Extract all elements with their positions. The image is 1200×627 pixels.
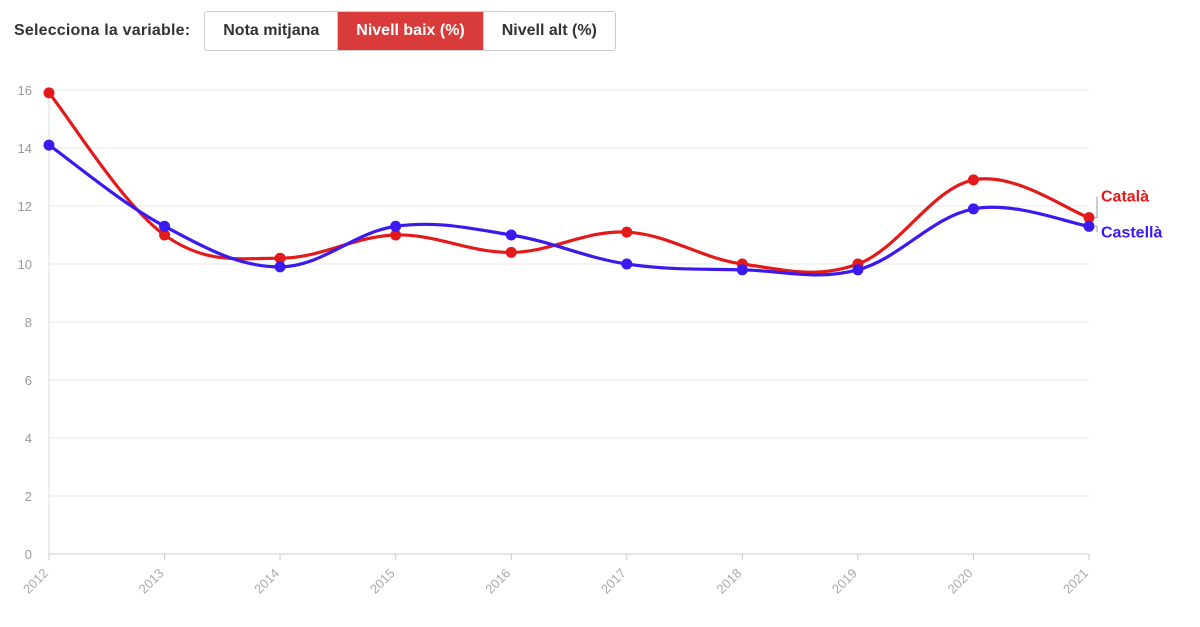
variable-selector-label: Selecciona la variable: xyxy=(14,22,191,39)
series-label-catala: Català xyxy=(1101,189,1149,206)
y-tick-label: 6 xyxy=(25,373,32,388)
gridlines xyxy=(49,89,1089,555)
data-point[interactable] xyxy=(390,229,402,241)
x-tick-label: 2014 xyxy=(251,566,282,597)
y-tick-label: 8 xyxy=(25,315,32,330)
x-tick-label: 2013 xyxy=(136,566,167,597)
data-point[interactable] xyxy=(43,87,55,99)
data-point[interactable] xyxy=(159,229,171,241)
y-tick-label: 12 xyxy=(18,199,32,214)
x-tick-label: 2015 xyxy=(367,566,398,597)
nota-mitjana-button[interactable]: Nota mitjana xyxy=(205,12,339,50)
data-point[interactable] xyxy=(43,139,55,151)
x-tick-label: 2019 xyxy=(829,566,860,597)
data-point[interactable] xyxy=(274,252,286,264)
y-axis: 0 2 4 6 8 10 12 14 16 xyxy=(18,83,50,562)
variable-selector: Selecciona la variable: Nota mitjana Niv… xyxy=(14,11,616,51)
series-label-connector xyxy=(1095,196,1098,219)
x-tick-label: 2020 xyxy=(945,566,976,597)
y-tick-label: 14 xyxy=(18,141,32,156)
y-tick-label: 16 xyxy=(18,83,32,98)
data-point[interactable] xyxy=(852,264,864,276)
series-points xyxy=(43,87,1095,276)
y-tick-label: 0 xyxy=(25,547,32,562)
y-tick-label: 10 xyxy=(18,257,32,272)
x-axis: 2012 2013 2014 2015 2016 2017 2018 2019 2020 2021 xyxy=(20,554,1091,597)
nivell-baix-button[interactable]: Nivell baix (%) xyxy=(338,12,484,50)
series-label-castella: Castellà xyxy=(1101,224,1162,241)
x-tick-label: 2016 xyxy=(482,566,513,597)
data-point[interactable] xyxy=(1083,220,1095,232)
x-tick-label: 2018 xyxy=(713,566,744,597)
series-lines xyxy=(47,91,1091,277)
data-point[interactable] xyxy=(505,229,517,241)
data-point[interactable] xyxy=(621,226,633,238)
data-point[interactable] xyxy=(967,203,979,215)
data-point[interactable] xyxy=(1083,212,1095,224)
x-tick-label: 2021 xyxy=(1060,566,1091,597)
nivell-alt-button[interactable]: Nivell alt (%) xyxy=(483,12,615,50)
y-tick-label: 4 xyxy=(25,431,32,446)
data-point[interactable] xyxy=(736,264,748,276)
series-labels: Català Castellà xyxy=(1095,189,1162,241)
y-tick-label: 2 xyxy=(25,489,32,504)
series-line-castella xyxy=(47,143,1091,277)
data-point[interactable] xyxy=(159,220,171,232)
data-point[interactable] xyxy=(505,246,517,258)
data-point[interactable] xyxy=(274,261,286,273)
x-tick-label: 2017 xyxy=(598,566,629,597)
data-point[interactable] xyxy=(967,174,979,186)
series-label-connector xyxy=(1095,225,1098,233)
data-point[interactable] xyxy=(621,258,633,270)
x-tick-label: 2012 xyxy=(20,566,51,597)
variable-button-group: Nota mitjana Nivell baix (%) Nivell alt … xyxy=(204,11,616,51)
series-line-catala xyxy=(47,91,1091,274)
data-point[interactable] xyxy=(390,220,402,232)
